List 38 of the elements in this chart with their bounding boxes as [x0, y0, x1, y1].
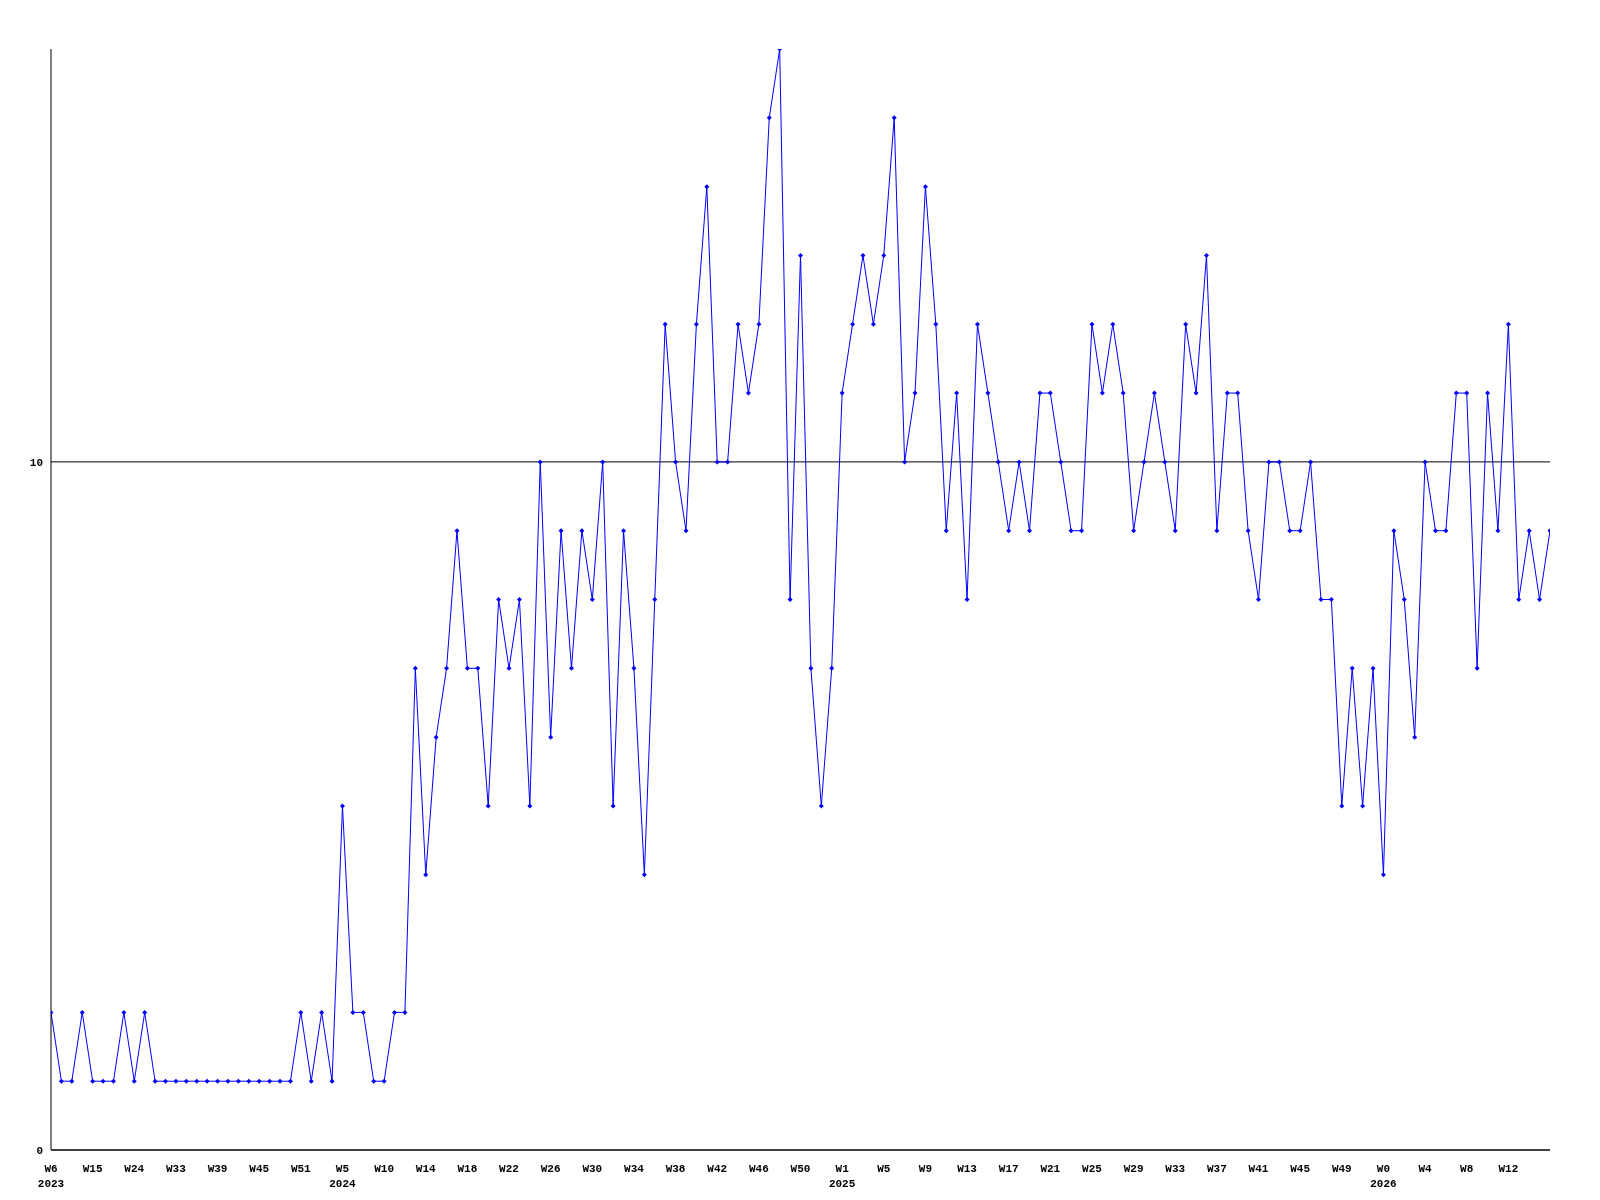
x-tick-label: W21	[1040, 1163, 1061, 1175]
x-tick-label: W38	[665, 1163, 686, 1175]
x-tick-label: W41	[1248, 1163, 1269, 1175]
x-tick-label: W4	[1418, 1163, 1433, 1175]
x-tick-label: W5	[877, 1163, 891, 1175]
x-tick-label: W6 2023	[37, 1163, 65, 1190]
x-tick-label: W42	[707, 1163, 728, 1175]
x-tick-label: W14	[415, 1163, 437, 1175]
x-tick-label: W39	[207, 1163, 228, 1175]
x-tick-label: W24	[124, 1163, 145, 1175]
x-tick-label: W25	[1082, 1163, 1103, 1175]
x-tick-label: W33	[166, 1163, 187, 1175]
x-tick-label: W22	[499, 1163, 519, 1175]
x-tick-label: W29	[1123, 1163, 1144, 1175]
x-tick-label: W30	[582, 1163, 603, 1175]
x-tick-label: W49	[1331, 1163, 1352, 1175]
x-tick-label: W37	[1206, 1163, 1227, 1175]
x-tick-label: W26	[540, 1163, 561, 1175]
x-tick-label: W45	[249, 1163, 270, 1175]
x-tick-label: W10	[374, 1163, 395, 1175]
x-tick-label: W46	[748, 1163, 769, 1175]
x-tick-label: W45	[1290, 1163, 1311, 1175]
x-tick-label: W50	[790, 1163, 811, 1175]
x-tick-label: W1 2025	[828, 1163, 856, 1190]
y-tick-label: 10	[29, 456, 43, 469]
x-tick-label: W8	[1460, 1163, 1474, 1175]
x-tick-label: W17	[998, 1163, 1019, 1175]
x-tick-label: W18	[457, 1163, 478, 1175]
y-tick-label: 0	[36, 1144, 43, 1157]
x-tick-label: W9	[918, 1163, 933, 1175]
x-tick-label: W33	[1165, 1163, 1186, 1175]
x-tick-label: W15	[82, 1163, 103, 1175]
x-tick-label: W34	[624, 1163, 645, 1175]
x-tick-label: W0 2026	[1370, 1163, 1397, 1190]
x-tick-label: W5 2024	[329, 1163, 357, 1190]
x-tick-label: W12	[1498, 1163, 1519, 1175]
x-tick-label: W13	[957, 1163, 978, 1175]
x-tick-label: W51	[290, 1163, 312, 1175]
